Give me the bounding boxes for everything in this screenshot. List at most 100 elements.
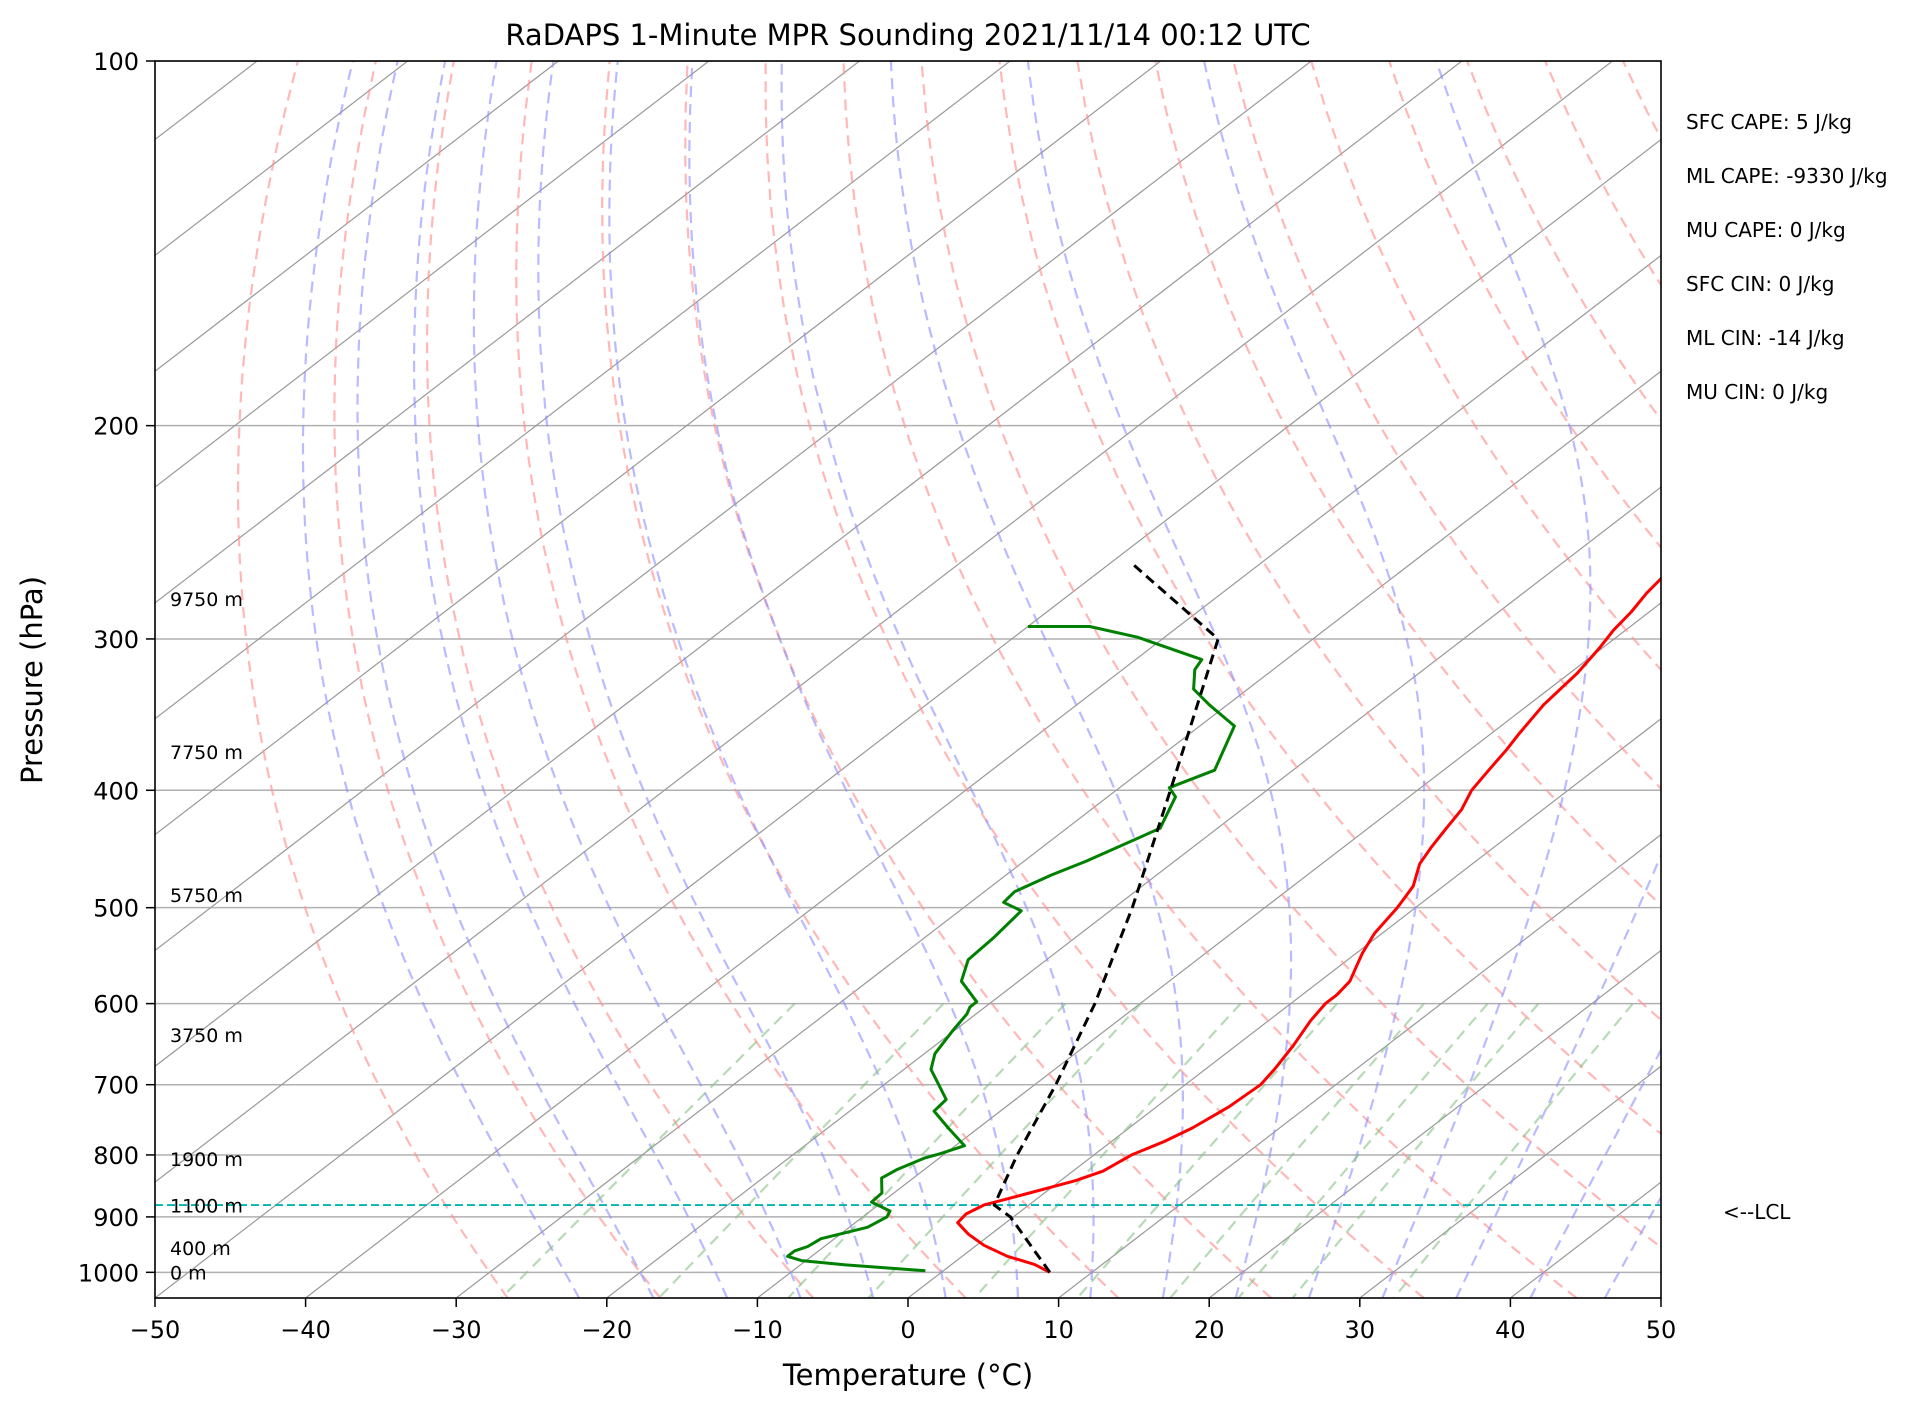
mixing-ratio-line bbox=[1291, 1002, 1540, 1298]
isotherm-line bbox=[155, 61, 1162, 836]
moist-adiabat-line bbox=[301, 61, 581, 1298]
moist-adiabat-line bbox=[1455, 852, 1661, 1298]
moist-adiabat-lines bbox=[301, 61, 1661, 1298]
dry-adiabat-line bbox=[1701, 61, 1922, 1298]
dry-adiabat-line bbox=[998, 61, 1661, 1136]
x-axis-label: Temperature (°C) bbox=[782, 1358, 1033, 1392]
sounding-series bbox=[786, 562, 1661, 1274]
x-tick-label: −50 bbox=[130, 1316, 181, 1344]
plot-frame bbox=[154, 60, 1662, 1299]
dry-adiabat-line bbox=[601, 61, 1120, 1298]
lcl-label: <--LCL bbox=[1723, 1200, 1791, 1224]
parcel-profile-line bbox=[992, 562, 1220, 1274]
y-tick-label: 900 bbox=[93, 1204, 139, 1232]
stability-annotations: SFC CAPE: 5 J/kg ML CAPE: -9330 J/kg MU CA… bbox=[1686, 110, 1888, 404]
dry-adiabat-line bbox=[764, 61, 1425, 1298]
isotherm-line bbox=[455, 370, 1661, 1298]
dry-adiabat-line bbox=[684, 61, 1272, 1298]
stability-annotation: SFC CIN: 0 J/kg bbox=[1686, 272, 1834, 296]
moist-adiabat-line bbox=[413, 61, 729, 1298]
dry-adiabat-line bbox=[1466, 61, 1661, 422]
pressure-gridlines bbox=[155, 61, 1661, 1274]
isotherm-line bbox=[155, 61, 1312, 952]
isotherm-line bbox=[757, 602, 1661, 1298]
x-tick-label: 50 bbox=[1646, 1316, 1677, 1344]
x-tick-label: −40 bbox=[280, 1316, 331, 1344]
isotherm-line bbox=[1058, 833, 1661, 1298]
moist-adiabat-line bbox=[780, 61, 1095, 1298]
isotherm-line bbox=[155, 61, 409, 257]
mixing-ratio-line bbox=[1393, 1002, 1634, 1298]
dry-adiabat-lines bbox=[236, 61, 1922, 1298]
isotherm-line bbox=[1208, 949, 1661, 1298]
y-tick-label: 700 bbox=[93, 1072, 139, 1100]
dry-adiabat-line bbox=[1310, 61, 1661, 672]
isotherm-line bbox=[907, 718, 1661, 1298]
mixing-ratio-line bbox=[787, 1002, 1067, 1298]
mixing-ratio-line bbox=[973, 1002, 1242, 1298]
isotherm-line bbox=[155, 138, 1661, 1298]
isotherm-line bbox=[155, 61, 1613, 1183]
dewpoint-profile-line bbox=[786, 625, 1236, 1273]
dry-adiabat-line bbox=[236, 61, 509, 1298]
height-label: 7750 m bbox=[170, 742, 243, 764]
x-tick-label: 0 bbox=[900, 1316, 915, 1344]
mixing-ratio-line bbox=[1237, 1002, 1489, 1298]
stability-annotation: MU CAPE: 0 J/kg bbox=[1686, 218, 1846, 242]
moist-adiabat-line bbox=[537, 61, 875, 1298]
isotherm-line bbox=[155, 61, 1463, 1068]
moist-adiabat-line bbox=[472, 61, 802, 1298]
dry-adiabat-line bbox=[1076, 61, 1661, 1022]
stability-annotation: ML CIN: -14 J/kg bbox=[1686, 326, 1845, 350]
dry-adiabat-line bbox=[920, 61, 1661, 1249]
isotherm-line bbox=[606, 486, 1661, 1298]
y-tick-label: 100 bbox=[93, 48, 139, 76]
x-tick-label: 30 bbox=[1345, 1316, 1376, 1344]
y-axis-label: Pressure (hPa) bbox=[15, 576, 49, 784]
moist-adiabat-line bbox=[1026, 61, 1293, 1298]
stability-annotation: ML CAPE: -9330 J/kg bbox=[1686, 164, 1888, 188]
dry-adiabat-line bbox=[1388, 61, 1661, 550]
x-tick-label: −10 bbox=[732, 1316, 783, 1344]
height-label: 0 m bbox=[170, 1262, 207, 1284]
dry-adiabat-line bbox=[425, 61, 814, 1298]
y-tick-label: 200 bbox=[93, 413, 139, 441]
isotherm-line bbox=[1660, 1297, 1661, 1298]
mixing-ratio-line bbox=[500, 1002, 796, 1298]
moist-adiabat-line bbox=[608, 61, 947, 1298]
mixing-ratio-lines bbox=[500, 1002, 1634, 1298]
x-tick-label: −30 bbox=[431, 1316, 482, 1344]
dry-adiabat-line bbox=[842, 61, 1578, 1298]
isotherm-line bbox=[155, 61, 1011, 720]
temperature-profile-line bbox=[956, 576, 1661, 1274]
dry-adiabat-line bbox=[1232, 61, 1661, 791]
stability-annotation: MU CIN: 0 J/kg bbox=[1686, 380, 1828, 404]
x-tick-label: 10 bbox=[1043, 1316, 1074, 1344]
y-tick-label: 500 bbox=[93, 895, 139, 923]
height-label: 1100 m bbox=[170, 1196, 243, 1218]
height-label: 9750 m bbox=[170, 589, 243, 611]
dry-adiabat-line bbox=[1154, 61, 1661, 907]
height-label: 1900 m bbox=[170, 1149, 243, 1171]
moist-adiabat-line bbox=[1381, 61, 1592, 1298]
moist-adiabat-line bbox=[1203, 61, 1426, 1298]
y-tick-label: 1000 bbox=[78, 1259, 139, 1287]
isotherm-line bbox=[155, 61, 710, 488]
x-tick-label: −20 bbox=[581, 1316, 632, 1344]
mixing-ratio-line bbox=[658, 1002, 945, 1298]
isotherm-line bbox=[155, 61, 860, 604]
dry-adiabat-line bbox=[1622, 61, 1661, 141]
mixing-ratio-line bbox=[1076, 1002, 1338, 1298]
dry-adiabat-line bbox=[1779, 61, 1922, 1298]
plot-area bbox=[155, 61, 1922, 1298]
isotherm-line bbox=[305, 254, 1661, 1298]
moist-adiabat-line bbox=[1603, 1195, 1661, 1298]
axis-ticks: −50 −40 −30 −20 −10 0 10 20 30 40 50 100 200 300 400 50… bbox=[78, 48, 1676, 1344]
dry-adiabat-line bbox=[333, 61, 662, 1298]
x-tick-label: 20 bbox=[1194, 1316, 1225, 1344]
isotherm-line bbox=[1359, 1065, 1661, 1298]
y-tick-label: 300 bbox=[93, 626, 139, 654]
moist-adiabat-line bbox=[1529, 1047, 1661, 1298]
